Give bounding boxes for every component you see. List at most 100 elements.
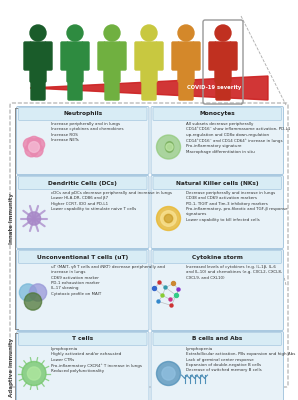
Text: T cells: T cells [72, 336, 93, 342]
Text: Increased levels of cytokines (e.g. IL-1β, IL-6
and IL-10) and chemokines (e.g. : Increased levels of cytokines (e.g. IL-1… [185, 265, 282, 280]
FancyBboxPatch shape [135, 42, 142, 70]
Circle shape [162, 367, 175, 380]
Circle shape [27, 367, 41, 380]
Text: Unconventional T cells (uT): Unconventional T cells (uT) [37, 254, 128, 260]
Circle shape [24, 293, 42, 310]
Text: Monocytes: Monocytes [199, 112, 235, 116]
Text: Natural Killer cells (NKs): Natural Killer cells (NKs) [176, 180, 259, 186]
FancyBboxPatch shape [18, 176, 147, 190]
Circle shape [31, 138, 45, 151]
Text: uT (MAIT, γδ T cells and iNKT) decrease peripherally and
increase in lungs
CD69 : uT (MAIT, γδ T cells and iNKT) decrease … [51, 265, 165, 296]
FancyBboxPatch shape [151, 176, 283, 248]
Text: COVID-19 severity: COVID-19 severity [187, 86, 242, 90]
FancyBboxPatch shape [38, 80, 45, 100]
FancyBboxPatch shape [149, 80, 156, 100]
Text: Increase peripherally and in lungs
Increase cytokines and chemokines
Increase RO: Increase peripherally and in lungs Incre… [51, 122, 124, 142]
FancyBboxPatch shape [112, 80, 119, 100]
FancyBboxPatch shape [179, 80, 186, 100]
Text: B cells and Abs: B cells and Abs [192, 336, 243, 342]
FancyBboxPatch shape [193, 42, 200, 70]
FancyBboxPatch shape [75, 80, 82, 100]
FancyBboxPatch shape [153, 332, 282, 346]
Circle shape [164, 214, 173, 223]
Text: Dendritic Cells (DCs): Dendritic Cells (DCs) [48, 180, 117, 186]
FancyBboxPatch shape [215, 42, 231, 82]
FancyBboxPatch shape [151, 250, 283, 330]
FancyBboxPatch shape [98, 42, 105, 70]
Text: Adaptive immunity: Adaptive immunity [10, 338, 15, 396]
Circle shape [157, 300, 160, 303]
FancyBboxPatch shape [18, 332, 147, 346]
Circle shape [104, 25, 120, 41]
Circle shape [156, 135, 181, 159]
FancyBboxPatch shape [216, 80, 223, 100]
Text: Innate Immunity: Innate Immunity [10, 193, 15, 244]
Circle shape [172, 282, 176, 286]
Circle shape [19, 284, 37, 301]
FancyBboxPatch shape [156, 42, 163, 70]
FancyBboxPatch shape [141, 42, 157, 82]
FancyBboxPatch shape [223, 80, 230, 100]
FancyBboxPatch shape [104, 42, 120, 82]
FancyBboxPatch shape [151, 106, 283, 174]
Circle shape [29, 142, 39, 152]
Circle shape [141, 25, 157, 41]
FancyBboxPatch shape [30, 42, 46, 82]
FancyBboxPatch shape [16, 332, 149, 400]
FancyBboxPatch shape [68, 80, 75, 100]
Circle shape [22, 362, 46, 386]
Circle shape [164, 286, 167, 289]
FancyBboxPatch shape [67, 42, 83, 82]
Circle shape [166, 143, 173, 150]
FancyBboxPatch shape [172, 42, 179, 70]
Circle shape [24, 138, 37, 151]
Circle shape [177, 288, 180, 291]
FancyBboxPatch shape [230, 42, 237, 70]
Circle shape [161, 211, 176, 226]
FancyBboxPatch shape [31, 80, 38, 100]
Circle shape [215, 25, 231, 41]
Circle shape [175, 294, 179, 298]
FancyBboxPatch shape [16, 250, 149, 330]
Circle shape [170, 304, 173, 307]
FancyBboxPatch shape [209, 42, 216, 70]
Circle shape [25, 144, 38, 157]
FancyBboxPatch shape [142, 80, 149, 100]
Text: Lymphopenia
Highly activated and/or exhausted
Lower CTRs
Pro-inflammatory CXCR4⁺: Lymphopenia Highly activated and/or exha… [51, 347, 142, 373]
Circle shape [27, 136, 41, 150]
FancyBboxPatch shape [186, 80, 193, 100]
FancyBboxPatch shape [119, 42, 126, 70]
FancyBboxPatch shape [24, 42, 31, 70]
Circle shape [153, 286, 156, 290]
FancyBboxPatch shape [153, 250, 282, 264]
FancyBboxPatch shape [18, 108, 147, 120]
FancyBboxPatch shape [45, 42, 52, 70]
Text: Cytokine storm: Cytokine storm [192, 254, 243, 260]
FancyBboxPatch shape [105, 80, 112, 100]
Circle shape [161, 294, 164, 297]
Text: cDCs and pDCs decrease peripherally and increase in lungs
Lower HLA-DR, CD86 and: cDCs and pDCs decrease peripherally and … [51, 191, 172, 211]
Text: All subsets decrease peripherally
CD14⁺CD16⁻ show inflammasome activation, PD-L1: All subsets decrease peripherally CD14⁺C… [185, 122, 290, 154]
FancyBboxPatch shape [18, 250, 147, 264]
FancyBboxPatch shape [16, 106, 149, 174]
Text: Lymphopenia
Extrafollicular activation, PBs expansion and high Abs
Lack of germi: Lymphopenia Extrafollicular activation, … [185, 347, 295, 372]
Circle shape [158, 281, 161, 284]
Circle shape [67, 25, 83, 41]
FancyBboxPatch shape [153, 108, 282, 120]
Circle shape [30, 25, 46, 41]
FancyBboxPatch shape [61, 42, 68, 70]
FancyBboxPatch shape [153, 176, 282, 190]
Text: Decrease peripherally and increase in lungs
CD38 and CD69 activation markers
PD-: Decrease peripherally and increase in lu… [185, 191, 287, 222]
FancyBboxPatch shape [82, 42, 89, 70]
Circle shape [169, 298, 172, 301]
Circle shape [27, 212, 41, 225]
FancyBboxPatch shape [178, 42, 194, 82]
Circle shape [30, 144, 43, 157]
Polygon shape [30, 76, 268, 100]
Circle shape [156, 206, 181, 230]
Ellipse shape [165, 142, 174, 152]
Circle shape [30, 284, 47, 301]
FancyBboxPatch shape [151, 332, 283, 400]
Circle shape [156, 362, 181, 386]
Circle shape [178, 25, 194, 41]
